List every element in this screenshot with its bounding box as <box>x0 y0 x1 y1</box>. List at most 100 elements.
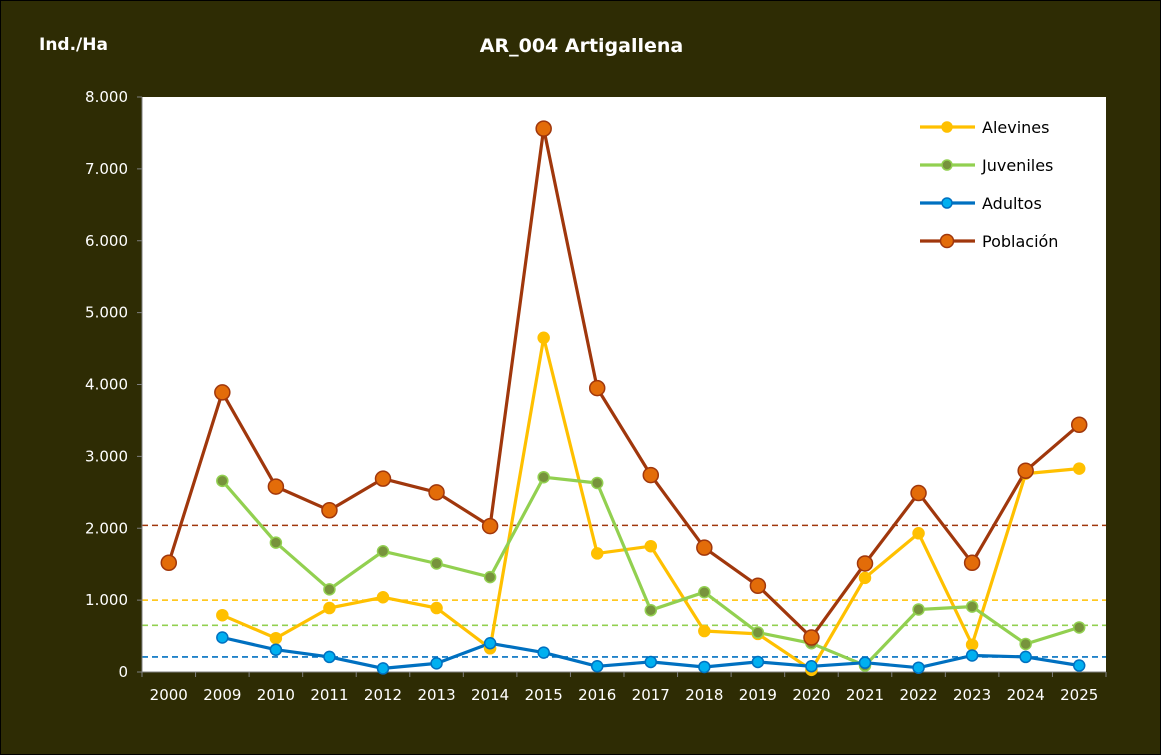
data-point-adultos <box>376 662 390 675</box>
data-point-adultos <box>323 650 336 664</box>
y-axis: 0 1.000 2.000 3.000 4.000 5.000 6.000 7.000 8.00… <box>85 88 143 681</box>
data-point-población <box>856 555 874 572</box>
y-tick-label: 7.000 <box>85 160 128 178</box>
data-point-población <box>963 554 981 571</box>
data-point-juveniles <box>965 600 979 613</box>
data-point-población <box>160 554 178 571</box>
data-point-juveniles <box>269 536 283 549</box>
data-point-adultos <box>751 655 765 669</box>
legend-label: Población <box>982 232 1058 251</box>
data-point-juveniles <box>323 583 336 596</box>
data-point-adultos <box>1072 659 1086 672</box>
data-point-adultos <box>858 656 872 669</box>
y-axis-unit-label: Ind./Ha <box>39 35 108 55</box>
data-point-alevines <box>858 571 872 585</box>
plot-area <box>142 97 1106 672</box>
data-point-alevines <box>323 601 336 615</box>
data-point-juveniles <box>430 557 443 570</box>
data-point-adultos <box>805 660 818 673</box>
data-point-adultos <box>430 657 443 670</box>
data-point-alevines <box>698 624 711 638</box>
x-tick-label: 2024 <box>1007 686 1045 704</box>
data-point-población <box>321 502 338 519</box>
data-point-juveniles <box>216 474 229 488</box>
data-point-población <box>1070 416 1088 433</box>
x-tick-label: 2021 <box>846 686 884 704</box>
y-tick-label: 4.000 <box>85 376 128 394</box>
data-point-población <box>696 539 713 556</box>
data-point-población <box>214 384 231 401</box>
y-tick-label: 2.000 <box>85 519 128 537</box>
x-tick-label: 2011 <box>310 686 348 704</box>
data-point-juveniles <box>912 603 925 616</box>
x-tick-label: 2013 <box>417 686 455 704</box>
x-tick-label: 2014 <box>471 686 509 704</box>
series-line-población <box>167 127 1081 640</box>
data-point-población <box>481 517 499 535</box>
data-point-alevines <box>269 631 283 645</box>
y-tick-label: 8.000 <box>85 88 128 106</box>
data-point-población <box>803 629 820 646</box>
x-tick-label: 2012 <box>364 686 402 704</box>
y-tick-label: 1.000 <box>85 591 128 609</box>
data-point-población <box>374 470 392 487</box>
data-point-juveniles <box>698 585 711 599</box>
legend-label: Alevines <box>982 118 1049 137</box>
x-tick-label: 2018 <box>685 686 723 704</box>
data-point-alevines <box>376 591 390 604</box>
x-tick-label: 2000 <box>150 686 188 704</box>
data-point-adultos <box>644 655 658 669</box>
data-point-alevines <box>590 547 604 560</box>
x-axis: 2000 2009 2010 2011 2012 2013 2014 2015 2016 2017… <box>141 671 1107 704</box>
data-point-juveniles <box>1019 637 1032 651</box>
legend-label: Juveniles <box>981 156 1053 175</box>
x-tick-label: 2010 <box>257 686 295 704</box>
data-point-juveniles <box>483 570 497 584</box>
data-point-población <box>267 478 285 495</box>
y-tick-label: 6.000 <box>85 232 128 250</box>
data-point-adultos <box>590 660 604 673</box>
data-point-adultos <box>216 631 229 644</box>
data-point-juveniles <box>376 545 390 558</box>
data-point-adultos <box>269 643 283 656</box>
data-point-juveniles <box>751 626 765 639</box>
legend-marker <box>939 233 955 249</box>
legend-marker <box>941 197 953 209</box>
x-tick-label: 2009 <box>203 686 241 704</box>
data-point-población <box>910 484 927 502</box>
legend-marker <box>941 159 953 171</box>
x-tick-label: 2015 <box>525 686 563 704</box>
data-point-juveniles <box>1072 621 1086 634</box>
data-point-juveniles <box>590 476 604 490</box>
legend: Alevines Juveniles Adultos Población <box>920 118 1058 251</box>
data-point-alevines <box>965 638 979 651</box>
y-tick-label: 0 <box>118 663 128 681</box>
y-tick-label: 5.000 <box>85 304 128 322</box>
data-point-población <box>535 120 552 137</box>
data-point-alevines <box>1072 462 1086 475</box>
x-tick-label: 2017 <box>632 686 670 704</box>
data-point-adultos <box>537 646 550 659</box>
x-tick-label: 2025 <box>1060 686 1098 704</box>
x-tick-label: 2022 <box>899 686 937 704</box>
data-point-población <box>588 379 606 397</box>
y-tick-label: 3.000 <box>85 447 128 465</box>
chart-title: AR_004 Artigallena <box>479 35 684 57</box>
series-lines <box>160 120 1088 677</box>
legend-label: Adultos <box>982 194 1042 213</box>
data-point-alevines <box>216 608 229 622</box>
data-point-población <box>642 466 660 484</box>
data-point-adultos <box>483 637 497 650</box>
x-tick-label: 2020 <box>792 686 830 704</box>
data-point-población <box>749 577 767 594</box>
data-point-adultos <box>912 661 925 674</box>
data-point-alevines <box>537 331 550 345</box>
data-point-juveniles <box>537 470 550 484</box>
data-point-alevines <box>644 539 658 553</box>
data-point-adultos <box>965 649 979 662</box>
data-point-alevines <box>430 601 443 615</box>
data-point-adultos <box>698 660 711 674</box>
data-point-juveniles <box>644 603 658 617</box>
data-point-población <box>1017 462 1034 479</box>
